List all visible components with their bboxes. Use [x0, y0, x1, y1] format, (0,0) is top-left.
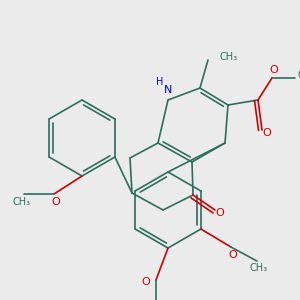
Text: O: O [141, 277, 150, 287]
Text: N: N [164, 85, 172, 95]
Text: O: O [262, 128, 272, 138]
Text: CH₃: CH₃ [220, 52, 238, 62]
Text: O: O [52, 197, 60, 207]
Text: CH₃: CH₃ [297, 70, 300, 80]
Text: CH₃: CH₃ [13, 197, 31, 207]
Text: O: O [229, 250, 237, 260]
Text: H: H [156, 77, 164, 87]
Text: O: O [216, 208, 224, 218]
Text: CH₃: CH₃ [250, 263, 268, 273]
Text: O: O [270, 65, 278, 75]
